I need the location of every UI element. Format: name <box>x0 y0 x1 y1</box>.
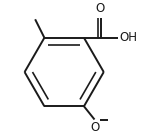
Text: O: O <box>91 121 100 135</box>
Text: OH: OH <box>120 31 138 44</box>
Text: O: O <box>95 2 104 15</box>
